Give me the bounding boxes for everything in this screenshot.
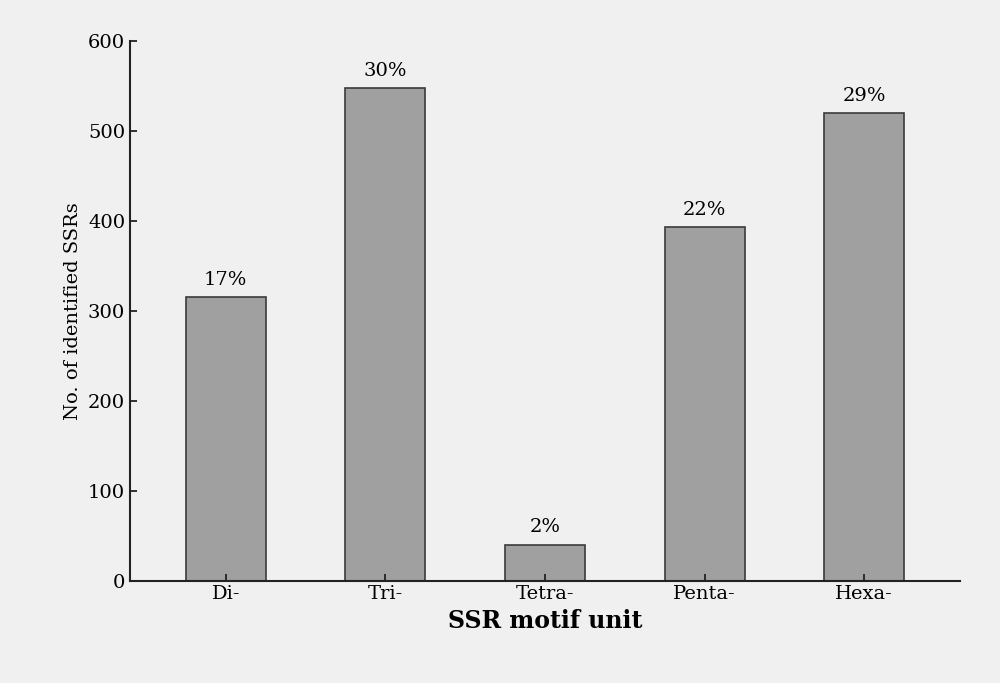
Text: 2%: 2% bbox=[530, 518, 560, 536]
Text: 17%: 17% bbox=[204, 271, 247, 289]
Bar bbox=[505, 544, 585, 581]
Bar bbox=[186, 297, 266, 581]
Y-axis label: No. of identified SSRs: No. of identified SSRs bbox=[64, 202, 82, 419]
Text: 22%: 22% bbox=[683, 201, 726, 219]
Text: 30%: 30% bbox=[364, 61, 407, 80]
Bar bbox=[665, 227, 745, 581]
Bar bbox=[824, 113, 904, 581]
Text: 29%: 29% bbox=[842, 87, 886, 104]
X-axis label: SSR motif unit: SSR motif unit bbox=[448, 609, 642, 633]
Bar bbox=[345, 87, 425, 581]
